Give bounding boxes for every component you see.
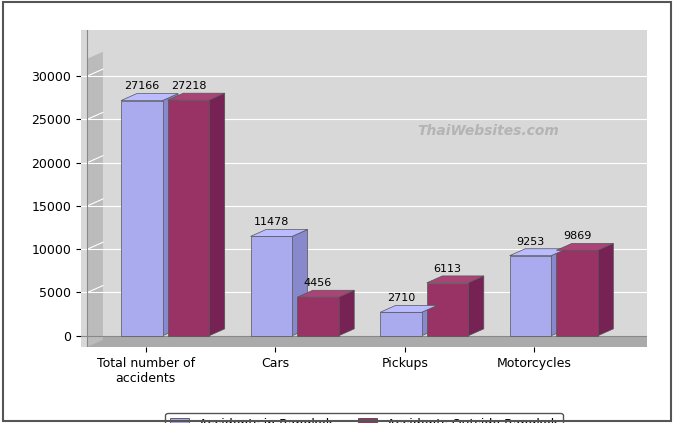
Bar [380, 312, 422, 336]
Bar [88, 336, 674, 347]
Bar [121, 101, 162, 336]
Legend: Accidents in Bangkok, Accidents Outside Bangkok: Accidents in Bangkok, Accidents Outside … [165, 413, 563, 423]
Bar [168, 100, 209, 336]
Bar [81, 30, 647, 347]
Polygon shape [468, 276, 484, 336]
Polygon shape [556, 243, 613, 250]
Bar [251, 236, 292, 336]
Polygon shape [510, 249, 567, 255]
Polygon shape [551, 249, 567, 336]
Text: 27166: 27166 [124, 81, 159, 91]
Text: 6113: 6113 [433, 264, 462, 274]
Text: ThaiWebsites.com: ThaiWebsites.com [418, 124, 559, 138]
Polygon shape [292, 229, 307, 336]
Polygon shape [162, 93, 178, 336]
Bar [427, 283, 468, 336]
Polygon shape [209, 93, 224, 336]
Text: 9253: 9253 [516, 236, 545, 247]
Polygon shape [339, 290, 355, 336]
Polygon shape [380, 305, 437, 312]
Polygon shape [427, 276, 484, 283]
Bar [297, 297, 339, 336]
Bar [510, 255, 551, 336]
Polygon shape [598, 243, 613, 336]
Text: 11478: 11478 [253, 217, 289, 227]
Text: 9869: 9869 [563, 231, 591, 241]
Polygon shape [168, 93, 224, 100]
Polygon shape [121, 93, 178, 101]
Polygon shape [297, 290, 355, 297]
Text: 4456: 4456 [304, 278, 332, 288]
Text: 2710: 2710 [387, 293, 415, 303]
Text: 27218: 27218 [171, 81, 206, 91]
Polygon shape [251, 229, 307, 236]
Polygon shape [88, 52, 103, 347]
Bar [556, 250, 598, 336]
Polygon shape [422, 305, 437, 336]
